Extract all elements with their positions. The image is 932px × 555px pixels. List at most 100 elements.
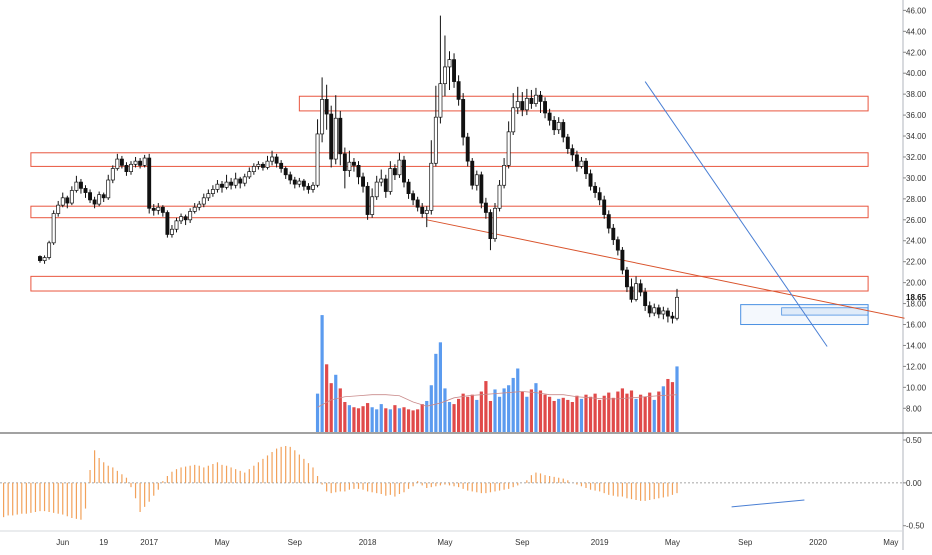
candle-body: [65, 197, 70, 204]
candle-body: [220, 183, 224, 188]
price-tick-label: 8.00: [906, 404, 922, 413]
descending-trendline: [644, 81, 828, 347]
price-tick-label: 22.00: [906, 258, 927, 267]
candle-body: [420, 206, 425, 214]
volume-bar: [375, 409, 379, 432]
candle-body: [56, 204, 61, 214]
candle-body: [83, 188, 88, 193]
candle-body: [179, 216, 183, 222]
volume-bar: [388, 409, 392, 432]
candle-body: [361, 176, 366, 187]
candle-body: [479, 174, 484, 204]
candle-body: [447, 59, 452, 68]
volume-series: [315, 315, 679, 432]
volume-bar: [343, 402, 347, 432]
price-tick-label: 12.00: [906, 362, 927, 371]
candle-body: [311, 184, 315, 190]
volume-bar: [538, 390, 543, 432]
candle-body: [624, 269, 629, 288]
volume-bar: [366, 403, 370, 432]
candle-body: [229, 181, 234, 186]
price-tick-label: 18.00: [906, 300, 927, 309]
volume-bar: [361, 406, 365, 432]
volume-bar: [602, 395, 606, 432]
candle-body: [224, 181, 229, 188]
volume-bar: [511, 377, 515, 432]
candle-body: [515, 101, 520, 109]
candle-body: [124, 165, 129, 172]
time-tick-label: Sep: [738, 538, 753, 547]
price-tick-label: 36.00: [906, 111, 927, 120]
time-tick-label: May: [883, 538, 898, 547]
candle-body: [238, 178, 243, 184]
candle-body: [306, 185, 311, 190]
candle-body: [456, 81, 461, 100]
candle-body: [106, 179, 111, 199]
candle-body: [383, 178, 388, 192]
candle-body: [270, 156, 275, 162]
volume-bar: [338, 388, 342, 432]
candle-body: [78, 181, 83, 189]
price-tick-label: 28.00: [906, 195, 927, 204]
time-tick-label: May: [665, 538, 680, 547]
candle-body: [292, 179, 297, 185]
candle-body: [675, 296, 679, 319]
volume-bar: [315, 393, 320, 432]
price-tick-label: 30.00: [906, 174, 927, 183]
volume-bar: [588, 396, 593, 432]
volume-bar: [475, 399, 479, 432]
candle-body: [69, 190, 74, 204]
oscillator-divergence-line: [731, 499, 805, 508]
resistance-zone: [30, 152, 869, 167]
price-tick-label: 16.00: [906, 321, 927, 330]
volume-bar: [370, 407, 374, 432]
candle-body: [301, 180, 306, 187]
candle-body: [247, 171, 252, 178]
volume-bar: [393, 405, 397, 432]
volume-bar: [484, 381, 488, 432]
candle-body: [438, 83, 443, 118]
candle-body: [165, 212, 170, 235]
volume-bar: [661, 386, 665, 432]
volume-bar: [452, 404, 456, 432]
volume-bar: [420, 404, 424, 432]
candle-body: [342, 153, 347, 171]
candle-body: [97, 194, 102, 205]
candle-body: [47, 242, 52, 258]
time-tick-label: Sep: [515, 538, 530, 547]
oscillator-tick-label: 0.50: [906, 436, 922, 445]
candle-body: [156, 206, 161, 211]
candle-body: [297, 180, 302, 185]
price-tick-label: 32.00: [906, 153, 927, 162]
volume-bar: [352, 407, 356, 432]
price-tick-label: 38.00: [906, 90, 927, 99]
candle-body: [602, 199, 607, 215]
volume-bar: [466, 396, 470, 432]
candle-body: [424, 210, 429, 214]
volume-bar: [611, 397, 615, 432]
volume-bar: [575, 395, 579, 432]
resistance-zone: [30, 205, 869, 219]
oscillator-histogram: [2, 446, 678, 520]
volume-bar: [561, 397, 565, 432]
candle-body: [365, 185, 370, 215]
time-tick-label: 2020: [809, 538, 827, 547]
time-tick-label: Jun: [56, 538, 69, 547]
volume-bar: [666, 378, 670, 432]
volume-bar: [320, 315, 324, 432]
volume-bar: [543, 394, 547, 432]
candle-body: [597, 192, 602, 201]
candle-body: [415, 199, 420, 208]
candle-body: [606, 214, 611, 229]
candle-body: [210, 189, 215, 194]
volume-bar: [616, 391, 620, 432]
candle-body: [547, 112, 552, 121]
volume-bar: [425, 400, 429, 432]
volume-bar: [429, 385, 433, 432]
volume-bar: [557, 398, 561, 432]
candle-body: [433, 116, 438, 164]
price-tick-label: 46.00: [906, 6, 927, 15]
volume-bar: [525, 396, 529, 432]
price-tick-label: 24.00: [906, 237, 927, 246]
volume-bar: [643, 396, 647, 432]
